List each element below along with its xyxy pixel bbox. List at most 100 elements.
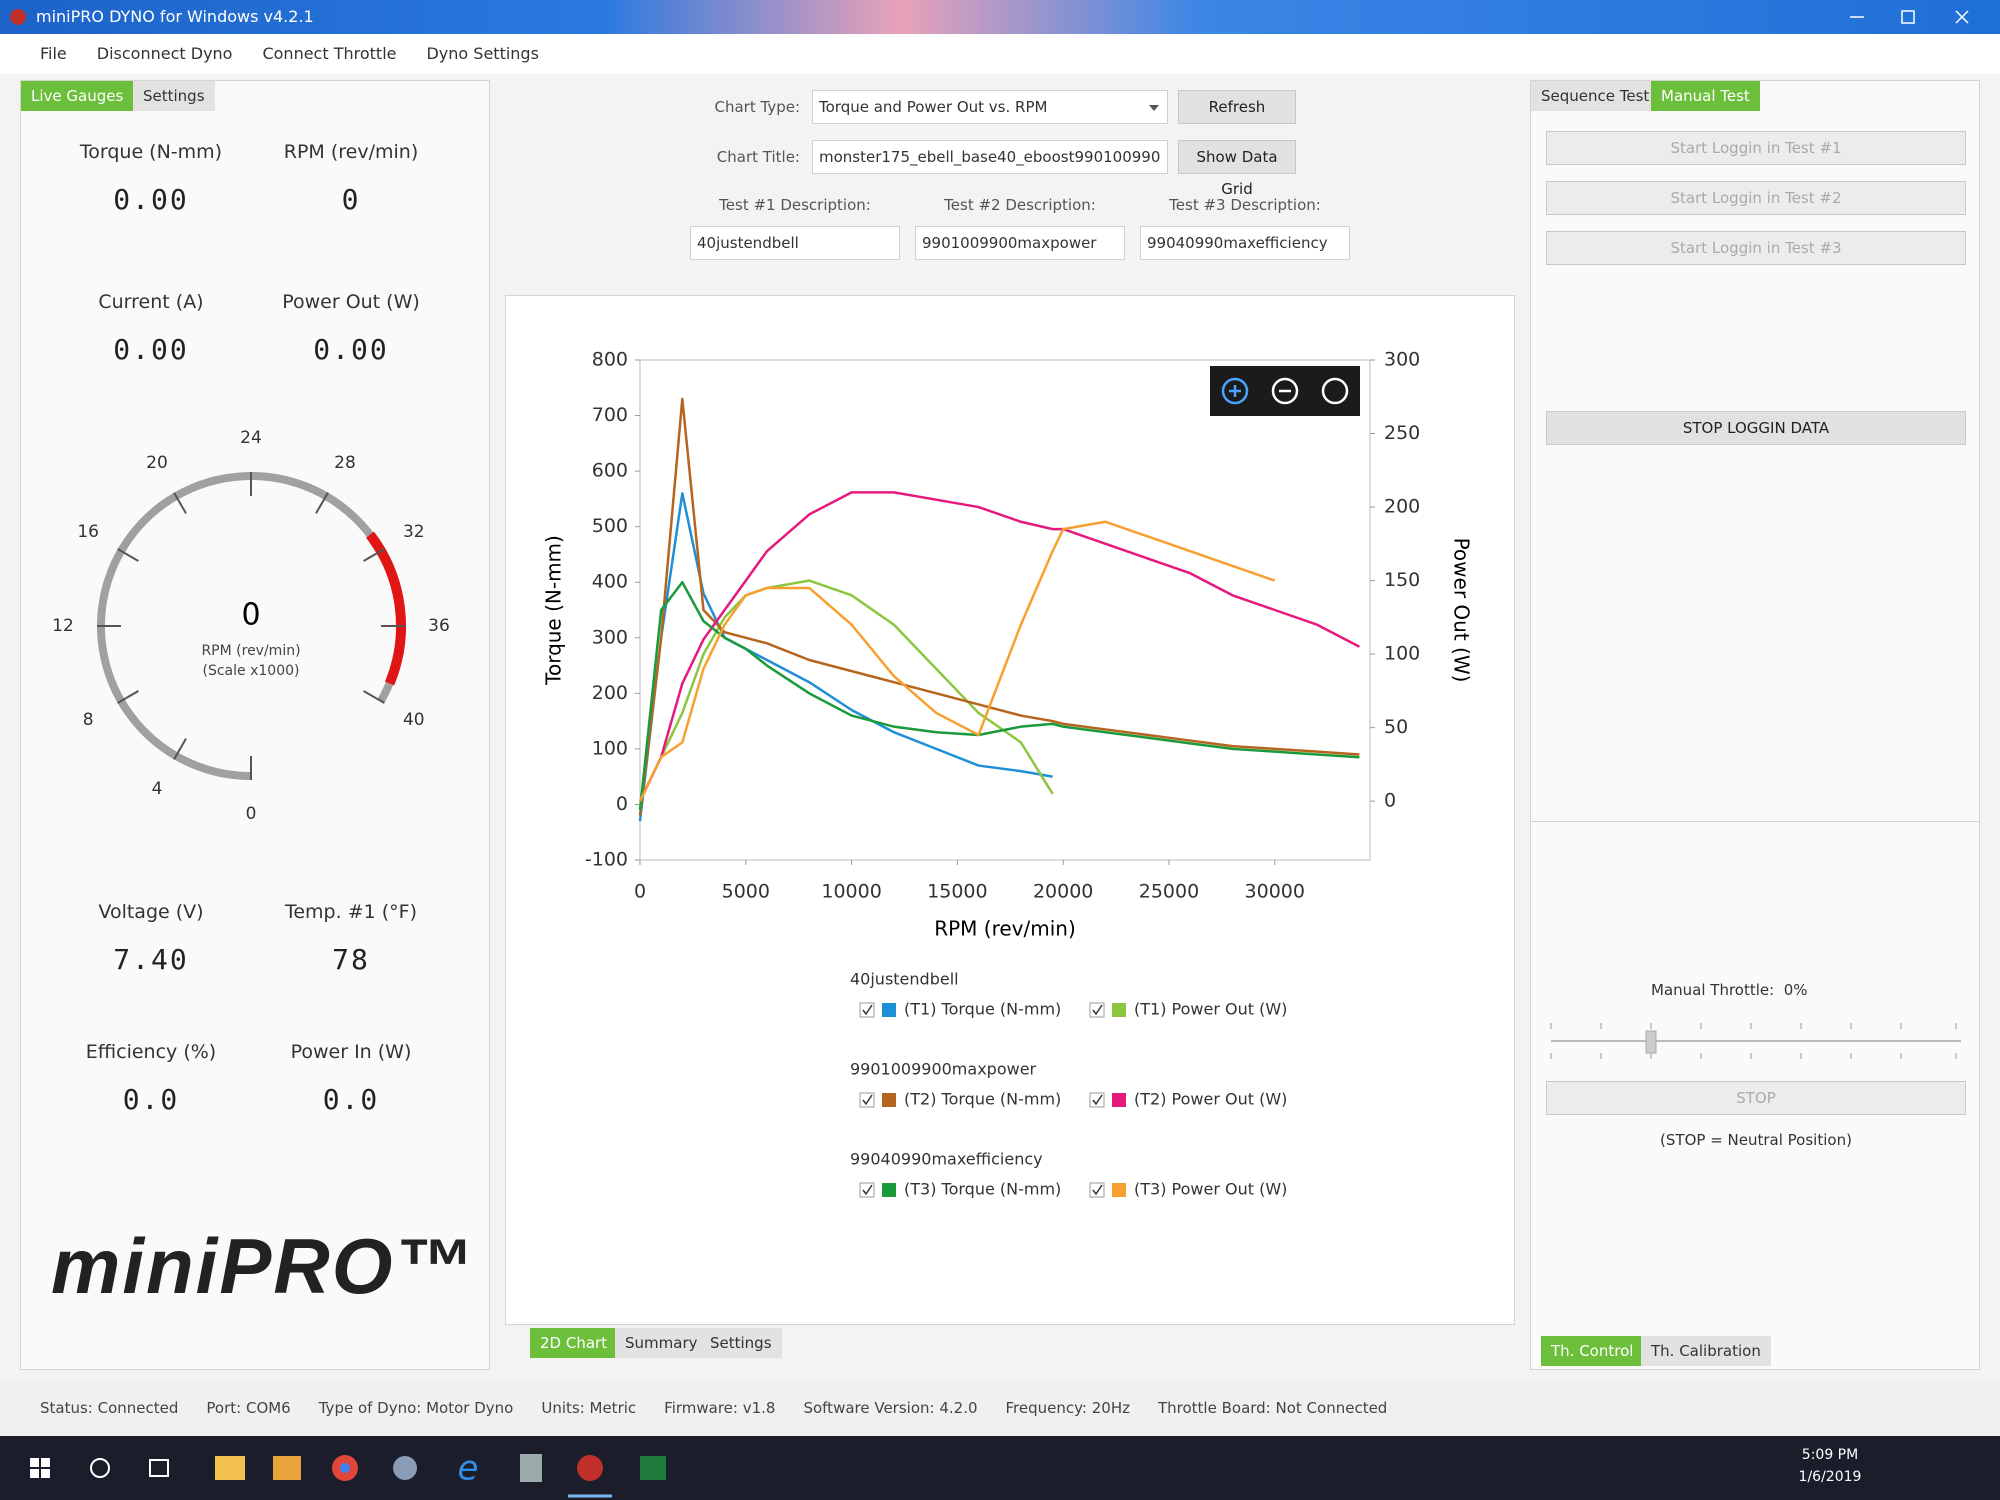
throttle-slider[interactable] (1546, 1011, 1966, 1071)
dial-tick-label: 24 (240, 428, 262, 448)
legend-swatch (882, 1003, 896, 1017)
zoom-in[interactable] (1221, 377, 1249, 405)
restore[interactable] (1901, 10, 1915, 24)
dyno-app[interactable] (577, 1455, 603, 1481)
rpm-dial: 0 4 8 12 16 20 24 28 32 36 40 0 RPM (rev/min) (Scale … (52, 428, 450, 824)
y-tick-label: 600 (592, 460, 628, 482)
gauge-label: Efficiency (%) (85, 1041, 217, 1063)
button[interactable]: Start Loggin in Test #2 (1546, 181, 1966, 215)
label: Test #1 Description: (719, 196, 871, 214)
label: Test #2 Description: (944, 196, 1096, 214)
dial-tick (173, 738, 187, 760)
tab[interactable]: 2D Chart (530, 1328, 618, 1358)
tab[interactable]: Settings (133, 81, 215, 111)
y2-tick-label: 250 (1384, 422, 1420, 444)
gauge-label: Torque (N-mm) (79, 141, 223, 163)
chart-type-select[interactable]: Torque and Power Out vs. RPM (812, 90, 1168, 124)
status-item: Status: Connected (40, 1399, 179, 1417)
y-tick-label: 500 (592, 515, 628, 537)
legend-swatch (882, 1183, 896, 1197)
legend-item[interactable]: (T1) Torque (N-mm) (859, 1000, 1061, 1019)
tab[interactable]: Manual Test (1651, 81, 1760, 111)
start-button[interactable] (30, 1458, 50, 1478)
close[interactable] (1955, 10, 1969, 24)
series-line (638, 579, 1054, 802)
ie[interactable]: e (458, 1449, 479, 1489)
legend-item[interactable]: (T2) Power Out (W) (1089, 1090, 1287, 1109)
legend-item[interactable]: (T1) Power Out (W) (1089, 1000, 1287, 1019)
tab[interactable]: Summary (615, 1328, 708, 1358)
search[interactable] (90, 1458, 110, 1478)
legend-label: (T2) Power Out (W) (1134, 1090, 1287, 1109)
excel[interactable] (640, 1456, 666, 1480)
tab[interactable]: Th. Calibration (1641, 1336, 1771, 1366)
tab[interactable]: Sequence Test (1531, 81, 1660, 111)
dropdown-arrow (1149, 105, 1159, 111)
window-title: miniPRO DYNO for Windows v4.2.1 (36, 7, 314, 26)
y-tick-label: 300 (592, 626, 628, 648)
dial-tick-label: 28 (334, 453, 356, 473)
button[interactable]: Show Data Grid (1178, 140, 1296, 198)
task-view[interactable] (149, 1459, 169, 1477)
legend-group-title: 40justendbell (850, 970, 959, 989)
zoom-out[interactable] (1271, 377, 1299, 405)
chart: -100 0 100 200 300 400 500 600 700 800 0 50 100 150 20… (542, 349, 1474, 1199)
menu-item[interactable]: Disconnect Dyno (96, 44, 233, 63)
button[interactable]: Start Loggin in Test #1 (1546, 131, 1966, 165)
calculator[interactable] (520, 1454, 542, 1482)
legend-item[interactable]: (T2) Torque (N-mm) (859, 1090, 1061, 1109)
icon (1221, 377, 1249, 405)
dial-tick (315, 492, 329, 514)
test-description-input[interactable]: 40justendbell (690, 226, 900, 260)
legend-item[interactable]: (T3) Torque (N-mm) (859, 1180, 1061, 1199)
app-icon (10, 9, 26, 25)
menu-item[interactable]: File (40, 44, 67, 63)
x-tick-label: 25000 (1139, 881, 1199, 903)
x-tick-label: 20000 (1033, 881, 1093, 903)
gauge-label: RPM (rev/min) (283, 141, 419, 163)
button[interactable]: STOP (1546, 1081, 1966, 1115)
button[interactable]: STOP LOGGIN DATA (1546, 411, 1966, 445)
tab[interactable]: Th. Control (1541, 1336, 1644, 1366)
legend-label: (T1) Torque (N-mm) (904, 1000, 1061, 1019)
app-icon[interactable] (273, 1456, 301, 1480)
check-mark (1092, 1184, 1103, 1196)
app-icon[interactable] (393, 1456, 417, 1480)
y-tick-label: 0 (616, 793, 628, 815)
test-description-input[interactable]: 9901009900maxpower (915, 226, 1125, 260)
y-tick-label: -100 (585, 849, 628, 871)
gauge-value: 0.0 (322, 1083, 380, 1116)
dial-tick-label: 0 (246, 804, 257, 824)
dial-tick-label: 8 (83, 710, 94, 730)
y2-axis-title: Power Out (W) (1450, 538, 1474, 683)
plot-area (639, 359, 1371, 861)
window-controls[interactable] (1840, 0, 2000, 34)
chart-title-input[interactable]: monster175_ebell_base40_eboost990100990 (812, 140, 1168, 174)
slider-ticks (1550, 1023, 1957, 1059)
clock[interactable]: 5:09 PM 1/6/2019 (1780, 1444, 1880, 1488)
button[interactable]: Start Loggin in Test #3 (1546, 231, 1966, 265)
dial-tick-label: 40 (403, 710, 425, 730)
gauge-value: 0.00 (313, 333, 389, 366)
redline-arc (366, 531, 406, 686)
tab[interactable]: Live Gauges (21, 81, 134, 111)
menu-item[interactable]: Dyno Settings (426, 44, 539, 63)
dial-tick (363, 690, 385, 704)
explorer[interactable] (215, 1456, 245, 1480)
status-item: Type of Dyno: Motor Dyno (318, 1399, 514, 1417)
legend-label: (T3) Torque (N-mm) (904, 1180, 1061, 1199)
menu-item[interactable]: Connect Throttle (262, 44, 397, 63)
tab[interactable]: Settings (700, 1328, 782, 1358)
dial-value: 0 (241, 598, 260, 633)
gauge-value: 78 (332, 943, 370, 976)
legend-item[interactable]: (T3) Power Out (W) (1089, 1180, 1287, 1199)
slider-thumb[interactable] (1645, 1030, 1657, 1054)
dial-tick-label: 36 (428, 616, 450, 636)
y-tick-label: 100 (592, 737, 628, 759)
test-description-input[interactable]: 99040990maxefficiency (1140, 226, 1350, 260)
gauge-value: 0.00 (113, 333, 189, 366)
reset-zoom[interactable] (1321, 377, 1349, 405)
button[interactable]: Refresh (1178, 90, 1296, 124)
x-axis-title: RPM (rev/min) (934, 917, 1076, 941)
legend-group-title: 9901009900maxpower (850, 1060, 1037, 1079)
